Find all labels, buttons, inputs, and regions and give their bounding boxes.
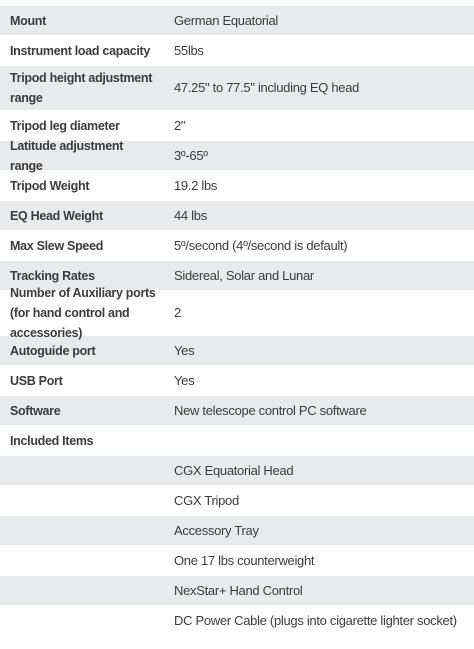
- table-row: USB Port Yes: [0, 365, 474, 395]
- spec-label: Tripod height adjustment range: [10, 71, 153, 105]
- spec-value: 47.25" to 77.5" including EQ head: [174, 80, 360, 95]
- spec-value: Sidereal, Solar and Lunar: [174, 267, 314, 283]
- spec-value: 19.2 lbs: [174, 177, 218, 193]
- table-row: CGX Equatorial Head: [0, 455, 474, 485]
- included-item: DC Power Cable (plugs into cigarette lig…: [174, 612, 457, 628]
- spec-value: 2: [174, 305, 181, 320]
- spec-value: [164, 426, 474, 455]
- included-item: NexStar+ Hand Control: [174, 582, 303, 598]
- table-row: Mount German Equatorial: [0, 5, 474, 35]
- spec-label: Tripod leg diameter: [10, 118, 120, 133]
- table-row: DC Power Cable (plugs into cigarette lig…: [0, 605, 474, 635]
- included-item: One 17 lbs counterweight: [174, 552, 315, 568]
- table-row: Included Items: [0, 425, 474, 455]
- table-row: Instrument load capacity 55lbs: [0, 35, 474, 65]
- included-item: CGX Tripod: [174, 492, 239, 508]
- table-row: One 17 lbs counterweight: [0, 545, 474, 575]
- table-row: Max Slew Speed 5º/second (4º/second is d…: [0, 230, 474, 260]
- spec-value: 2": [174, 117, 186, 133]
- spec-value: 55lbs: [174, 42, 204, 58]
- table-row: CGX Tripod: [0, 485, 474, 515]
- spec-value: Yes: [174, 372, 195, 388]
- spec-value: New telescope control PC software: [174, 402, 367, 418]
- table-row: Latitude adjustment range 3º-65º: [0, 138, 474, 173]
- spec-value: 5º/second (4º/second is default): [174, 237, 348, 253]
- table-row: Number of Auxiliary ports (for hand cont…: [0, 286, 474, 340]
- table-row: Tracking Rates Sidereal, Solar and Lunar: [0, 260, 474, 290]
- spec-label: Instrument load capacity: [10, 43, 151, 58]
- spec-value: 3º-65º: [174, 147, 208, 163]
- table-row: Tripod leg diameter 2": [0, 110, 474, 140]
- spec-label: Autoguide port: [10, 343, 96, 358]
- spec-label: Tripod Weight: [10, 178, 90, 193]
- spec-label: Mount: [10, 13, 46, 28]
- spec-label: USB Port: [10, 373, 63, 388]
- spec-label: Included Items: [10, 433, 94, 448]
- spec-label: [0, 546, 164, 575]
- table-row: Tripod height adjustment range 47.25" to…: [0, 65, 474, 110]
- spec-label: Software: [10, 403, 61, 418]
- spec-value: 44 lbs: [174, 207, 207, 223]
- included-item: CGX Equatorial Head: [174, 462, 294, 478]
- table-row: EQ Head Weight 44 lbs: [0, 200, 474, 230]
- included-item: Accessory Tray: [174, 522, 259, 538]
- spec-label: [0, 516, 164, 545]
- spec-label: [0, 486, 164, 515]
- spec-label: [0, 576, 164, 605]
- spec-label: [0, 456, 164, 485]
- spec-label: Latitude adjustment range: [10, 138, 124, 173]
- spec-label: Number of Auxiliary ports (for hand cont…: [10, 286, 156, 340]
- spec-value: Yes: [174, 342, 195, 358]
- spec-value: German Equatorial: [174, 12, 279, 28]
- table-row: Autoguide port Yes: [0, 335, 474, 365]
- spec-label: Tracking Rates: [10, 268, 95, 283]
- table-row: Software New telescope control PC softwa…: [0, 395, 474, 425]
- spec-label: Max Slew Speed: [10, 238, 104, 253]
- table-row: NexStar+ Hand Control: [0, 575, 474, 605]
- spec-label: [0, 606, 164, 635]
- spec-label: EQ Head Weight: [10, 208, 103, 223]
- table-row: Accessory Tray: [0, 515, 474, 545]
- table-row: Tripod Weight 19.2 lbs: [0, 170, 474, 200]
